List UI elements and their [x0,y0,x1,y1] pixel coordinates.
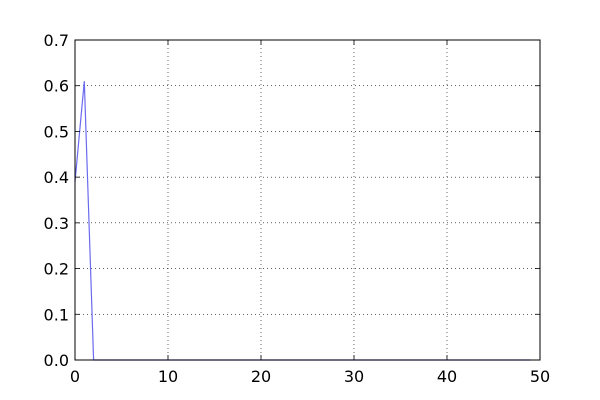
series-layer [74,81,531,361]
x-axis-tick-labels: 0 10 20 30 40 50 [70,367,550,386]
x-tick-label: 20 [251,367,271,386]
y-tick-label: 0.6 [44,77,69,96]
x-tick-label: 0 [70,367,80,386]
y-tick-label: 0.5 [44,122,69,141]
x-tick-label: 10 [158,367,178,386]
y-axis-tick-labels: 0.0 0.1 0.2 0.3 0.4 0.5 0.6 0.7 [44,31,69,370]
y-tick-label: 0.0 [44,351,69,370]
y-tick-label: 0.4 [44,168,69,187]
y-tick-label: 0.1 [44,305,69,324]
series-line [74,81,531,361]
y-tick-label: 0.7 [44,31,69,50]
x-tick-label: 50 [530,367,550,386]
y-tick-label: 0.2 [44,260,69,279]
y-tick-label: 0.3 [44,214,69,233]
x-tick-label: 30 [344,367,364,386]
x-tick-label: 40 [437,367,457,386]
grid [75,40,540,360]
plot-frame [74,39,541,361]
axis-ticks [74,39,541,361]
